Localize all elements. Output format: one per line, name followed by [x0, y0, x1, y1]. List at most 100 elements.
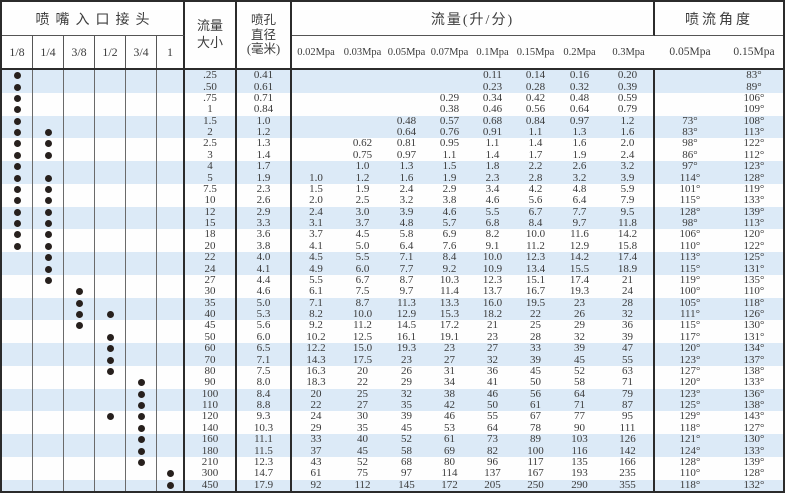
table-row: 3 1.4 0.75 0.97 1.1 1.4 1.7 1.9 2.4 86° …	[2, 149, 783, 161]
spray-angle-0.15mpa: 83°	[746, 69, 762, 82]
flow-value-0.03mpa: 1.2	[355, 171, 370, 184]
flow-value-0.07mpa: 0.76	[439, 126, 460, 139]
connector-cell-1	[157, 434, 185, 446]
flow-value-0.02mpa	[292, 150, 340, 161]
flow-value-0.3mpa: 111	[602, 422, 655, 434]
table-row: 5 1.9 1.0 1.2 1.6 1.9 2.3 2.8 3.2 3.9 11…	[2, 171, 783, 184]
flow-value-0.05mpa: 1.3	[399, 160, 414, 173]
connector-cell-1-8	[2, 240, 33, 252]
flow-value-0.3mpa: 355	[602, 479, 655, 491]
connector-cell-1	[157, 115, 185, 127]
orifice-diameter-value: 5.6	[237, 320, 292, 332]
connector-cell-3-8	[64, 206, 95, 218]
connector-dot	[13, 197, 21, 205]
connector-cell-1-8	[2, 479, 33, 491]
connector-cell-3-8	[64, 115, 95, 127]
connector-cell-3-8	[64, 468, 95, 480]
flow-value-0.03mpa: 40	[357, 433, 368, 446]
flow-size-value: 70	[185, 354, 237, 366]
orifice-diameter-value: 1.3	[237, 138, 292, 150]
flow-value-0.05mpa: 0.64	[396, 126, 417, 139]
connector-dot	[166, 481, 174, 489]
flow-value-0.03mpa: 4.5	[355, 228, 370, 241]
orifice-diameter-value: 3.8	[237, 240, 292, 252]
orifice-diameter-value: 7.5	[237, 365, 292, 378]
flow-value-0.15mpa: 19.5	[525, 296, 546, 309]
flow-size-value: 60	[185, 343, 237, 355]
connector-cell-1	[157, 126, 185, 139]
connector-cell-1-4	[33, 229, 64, 241]
connector-cell-3-8	[64, 422, 95, 434]
flow-value-0.02mpa: 37	[310, 444, 322, 457]
flow-value-0.05mpa: 11.3	[397, 296, 416, 309]
connector-cell-1-4	[33, 183, 64, 196]
connector-dot	[13, 208, 21, 216]
connector-cell-1-4	[33, 70, 64, 82]
connector-cell-1-8	[2, 320, 33, 332]
flow-value-0.1mpa: 55	[487, 410, 498, 423]
connector-cell-3-4	[126, 308, 157, 321]
table-row: 60 6.5 12.2 15.0 19.3 23 27 33 39 47 120…	[2, 342, 783, 355]
connector-dot	[44, 231, 52, 239]
connector-cell-3-4	[126, 104, 157, 116]
spray-angle-0.05mpa	[655, 104, 725, 115]
spray-angle-0.05mpa: 98°	[682, 217, 698, 230]
flow-value-0.05mpa: 68	[401, 455, 412, 468]
flow-value-0.05mpa: 97	[401, 467, 412, 480]
connector-dot	[44, 242, 52, 250]
connector-cell-1-4	[33, 104, 64, 116]
connector-cell-1	[157, 422, 185, 434]
flow-value-0.05mpa: 0.48	[396, 114, 417, 127]
spray-angle-0.15mpa: 127°	[743, 421, 765, 434]
flow-value-0.05mpa: 0.81	[396, 137, 417, 150]
connector-cell-3-4	[126, 149, 157, 161]
flow-value-0.02mpa	[292, 116, 340, 127]
flow-value-0.05mpa: 7.7	[399, 262, 414, 275]
flow-value-0.05mpa	[385, 93, 428, 104]
connector-cell-1	[157, 149, 185, 161]
table-row: 120 9.3 24 30 39 46 55 67 77 95 129° 143…	[2, 410, 783, 423]
flow-value-0.2mpa: 15.5	[569, 262, 590, 275]
connector-cell-3-8	[64, 81, 95, 93]
flow-value-0.03mpa	[340, 104, 385, 115]
connector-cell-3-4	[126, 456, 157, 469]
flow-value-0.05mpa: 14.5	[396, 319, 417, 332]
flow-value-0.07mpa: 13.3	[439, 296, 460, 309]
flow-size-value: 4	[185, 161, 237, 173]
connector-cell-1-4	[33, 479, 64, 491]
flow-value-0.1mpa: 23	[487, 330, 498, 343]
orifice-diameter-value: 8.8	[237, 399, 292, 412]
flow-value-0.15mpa: 33	[530, 342, 541, 355]
table-row: 27 4.4 5.5 6.7 8.7 10.3 12.3 15.1 17.4 2…	[2, 274, 783, 287]
table-row: 50 6.0 10.2 12.5 16.1 19.1 23 28 32 39 1…	[2, 330, 783, 343]
connector-cell-1-4	[33, 115, 64, 127]
flow-value-0.3mpa: 55	[602, 354, 655, 366]
connector-cell-3-8	[64, 229, 95, 241]
connector-cell-1-2	[95, 411, 126, 423]
connector-cell-1-4	[33, 468, 64, 480]
connector-cell-1-8	[2, 399, 33, 412]
flow-size-value: 24	[185, 263, 237, 275]
flow-value-0.05mpa: 12.9	[396, 308, 417, 321]
flow-value-0.02mpa: 4.9	[309, 262, 323, 275]
orifice-diameter-value: 17.9	[237, 479, 292, 491]
orifice-diameter-value: 7.1	[237, 354, 292, 366]
connector-cell-3-8	[64, 161, 95, 173]
connector-cell-1	[157, 252, 185, 264]
connector-cell-1-2	[95, 195, 126, 207]
flow-value-0.2mpa: 290	[571, 478, 588, 491]
orifice-diameter-value: 0.71	[237, 92, 292, 105]
flow-value-0.02mpa: 1.0	[309, 171, 323, 184]
connector-cell-3-8	[64, 172, 95, 184]
flow-value-0.05mpa	[385, 70, 428, 81]
flow-size-value: 140	[185, 422, 237, 434]
flow-size-value: 7.5	[185, 183, 237, 196]
orifice-diameter-value: 14.7	[237, 468, 292, 480]
connector-dot	[13, 220, 21, 228]
connector-cell-1-4	[33, 365, 64, 378]
connector-cell-1-8	[2, 229, 33, 241]
connector-cell-1	[157, 195, 185, 207]
flow-value-0.03mpa: 3.0	[355, 205, 370, 218]
flow-value-0.2mpa: 0.97	[569, 114, 590, 127]
flow-value-0.1mpa: 2.3	[485, 171, 500, 184]
